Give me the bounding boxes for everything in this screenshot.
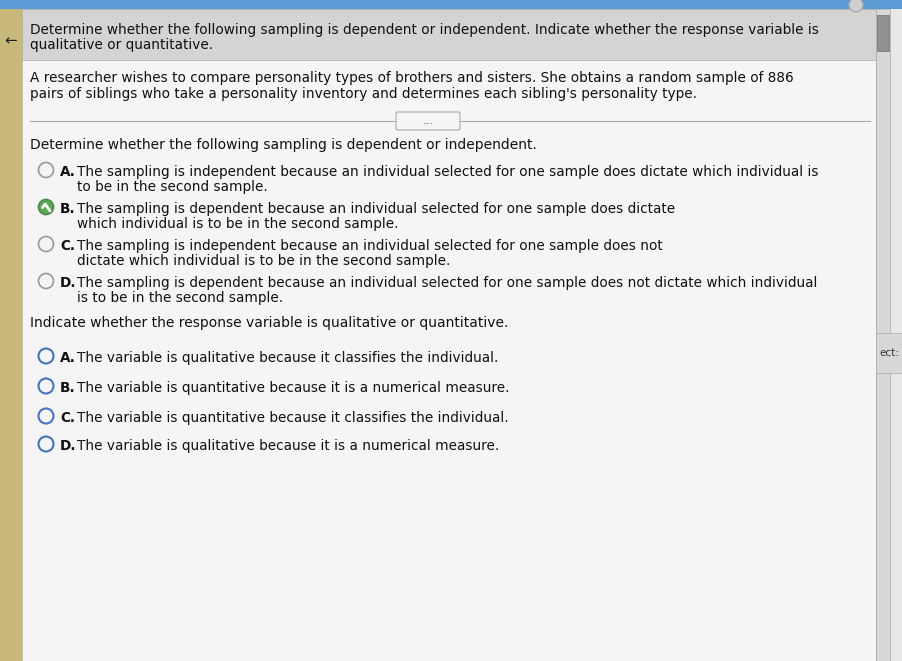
Text: D.: D.	[60, 276, 77, 290]
Circle shape	[39, 200, 53, 215]
Text: B.: B.	[60, 381, 76, 395]
Text: The variable is qualitative because it is a numerical measure.: The variable is qualitative because it i…	[77, 439, 499, 453]
Circle shape	[39, 379, 53, 393]
Text: The variable is quantitative because it is a numerical measure.: The variable is quantitative because it …	[77, 381, 510, 395]
Text: ←: ←	[5, 34, 17, 48]
Text: ...: ...	[422, 116, 434, 126]
Text: The sampling is independent because an individual selected for one sample does d: The sampling is independent because an i…	[77, 165, 818, 179]
Text: D.: D.	[60, 439, 77, 453]
Text: Determine whether the following sampling is dependent or independent.: Determine whether the following sampling…	[30, 138, 537, 152]
Circle shape	[39, 408, 53, 424]
FancyBboxPatch shape	[877, 15, 889, 51]
Text: The sampling is dependent because an individual selected for one sample does not: The sampling is dependent because an ind…	[77, 276, 817, 290]
Circle shape	[39, 348, 53, 364]
FancyBboxPatch shape	[0, 9, 22, 661]
Text: pairs of siblings who take a personality inventory and determines each sibling's: pairs of siblings who take a personality…	[30, 87, 697, 101]
FancyBboxPatch shape	[0, 0, 902, 9]
Circle shape	[39, 163, 53, 178]
Circle shape	[39, 237, 53, 251]
Text: is to be in the second sample.: is to be in the second sample.	[77, 291, 283, 305]
Text: dictate which individual is to be in the second sample.: dictate which individual is to be in the…	[77, 254, 450, 268]
Text: C.: C.	[60, 239, 75, 253]
Text: A.: A.	[60, 351, 76, 365]
Text: The sampling is independent because an individual selected for one sample does n: The sampling is independent because an i…	[77, 239, 663, 253]
FancyBboxPatch shape	[876, 333, 902, 373]
FancyBboxPatch shape	[876, 9, 890, 661]
Text: C.: C.	[60, 411, 75, 425]
Text: ect:: ect:	[879, 348, 899, 358]
FancyBboxPatch shape	[396, 112, 460, 130]
Text: The variable is quantitative because it classifies the individual.: The variable is quantitative because it …	[77, 411, 509, 425]
Text: Indicate whether the response variable is qualitative or quantitative.: Indicate whether the response variable i…	[30, 316, 509, 330]
Text: The variable is qualitative because it classifies the individual.: The variable is qualitative because it c…	[77, 351, 499, 365]
Text: A researcher wishes to compare personality types of brothers and sisters. She ob: A researcher wishes to compare personali…	[30, 71, 794, 85]
Text: The sampling is dependent because an individual selected for one sample does dic: The sampling is dependent because an ind…	[77, 202, 675, 216]
Text: B.: B.	[60, 202, 76, 216]
Text: to be in the second sample.: to be in the second sample.	[77, 180, 268, 194]
Circle shape	[39, 436, 53, 451]
Text: A.: A.	[60, 165, 76, 179]
Text: which individual is to be in the second sample.: which individual is to be in the second …	[77, 217, 399, 231]
Circle shape	[849, 0, 863, 12]
Circle shape	[39, 274, 53, 288]
FancyBboxPatch shape	[22, 9, 876, 661]
Text: Determine whether the following sampling is dependent or independent. Indicate w: Determine whether the following sampling…	[30, 23, 819, 37]
FancyBboxPatch shape	[22, 9, 876, 60]
Text: qualitative or quantitative.: qualitative or quantitative.	[30, 38, 213, 52]
